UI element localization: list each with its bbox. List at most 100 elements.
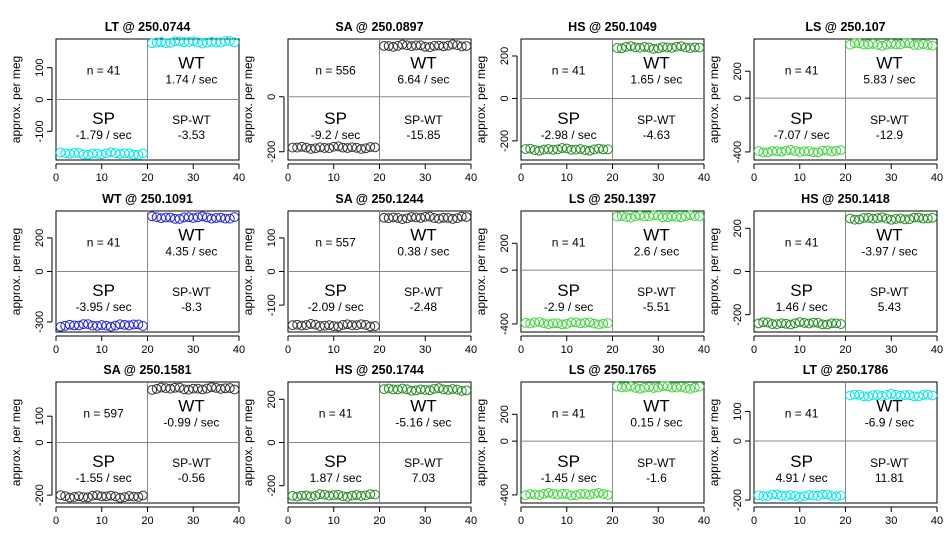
x-tick-label: 40: [233, 515, 245, 527]
n-label: n = 41: [785, 63, 819, 77]
wt-point: [694, 42, 705, 53]
sp-rate: 1.87 / sec: [310, 471, 362, 485]
panel-title: HS @ 250.1418: [801, 192, 890, 206]
y-tick-label: -200: [499, 130, 511, 152]
wt-point: [174, 214, 185, 224]
panel-title: SA @ 250.0897: [335, 20, 423, 34]
panel-title: LS @ 250.1397: [569, 192, 656, 206]
wt-point: [877, 390, 887, 401]
wt-point: [420, 211, 431, 222]
sp-point: [758, 147, 769, 158]
x-tick-label: 20: [373, 172, 385, 184]
panel-8: HS @ 250.1418 0 10 20 30 40 -200 0 200 approx. pe…: [707, 192, 943, 356]
wt-point: [147, 384, 157, 395]
wt-point: [197, 211, 208, 222]
wt-point: [849, 389, 860, 400]
panel-title: SA @ 250.1244: [335, 192, 423, 206]
wt-point: [667, 42, 677, 53]
wt-rate: 6.64 / sec: [397, 72, 449, 86]
panel-12: LT @ 250.1786 0 10 20 30 40 -200 0 100 approx. pe…: [707, 363, 943, 527]
y-tick-label: 100: [732, 402, 744, 420]
wt-point: [648, 43, 659, 54]
n-label: n = 557: [315, 235, 356, 249]
wt-point: [689, 211, 700, 221]
sp-label: SP: [324, 452, 347, 471]
x-tick-label: 0: [751, 344, 757, 356]
wt-point: [849, 214, 860, 225]
wt-point: [415, 213, 426, 223]
wt-label: WT: [643, 53, 669, 72]
y-tick-label: 0: [34, 96, 46, 102]
sp-point: [534, 317, 545, 327]
sp-point: [83, 492, 93, 503]
wt-point: [220, 383, 231, 394]
wt-point: [676, 41, 687, 52]
y-axis-label: approx. per meg: [9, 56, 23, 143]
y-tick-label: -200: [266, 141, 278, 163]
sp-point: [119, 148, 130, 159]
x-tick-label: 20: [606, 515, 618, 527]
sp-label: SP: [324, 109, 347, 128]
wt-point: [616, 43, 627, 54]
wt-point: [220, 36, 231, 46]
sp-point: [128, 319, 139, 330]
diff-value: 5.43: [878, 300, 902, 314]
diff-value: -4.63: [643, 128, 671, 142]
sp-point: [106, 490, 116, 501]
sp-point: [534, 490, 545, 500]
wt-point: [229, 384, 240, 395]
sp-point: [138, 321, 148, 331]
sp-point: [584, 317, 595, 328]
wt-rate: 4.35 / sec: [165, 244, 217, 258]
x-tick-label: 30: [419, 515, 431, 527]
sp-point: [347, 142, 357, 153]
wt-point: [388, 212, 399, 223]
wt-point: [886, 388, 897, 399]
wt-label: WT: [876, 396, 902, 415]
wt-point: [927, 390, 938, 401]
sp-rate: -1.45 / sec: [541, 471, 597, 485]
sp-point: [808, 147, 819, 158]
x-tick-label: 40: [698, 172, 710, 184]
wt-point: [685, 210, 696, 221]
x-tick-label: 40: [698, 344, 710, 356]
wt-point: [434, 383, 444, 394]
sp-point: [758, 491, 769, 502]
sp-point: [96, 320, 107, 330]
sp-point: [305, 491, 316, 502]
diff-label: SP-WT: [637, 456, 676, 470]
diff-label: SP-WT: [637, 113, 676, 127]
x-tick-label: 0: [285, 172, 291, 184]
wt-point: [863, 391, 874, 402]
panel-title: LT @ 250.1786: [803, 363, 889, 377]
wt-rate: 0.38 / sec: [397, 244, 449, 258]
sp-rate: -7.07 / sec: [774, 128, 830, 142]
sp-point: [365, 321, 376, 332]
y-tick-label: -200: [732, 489, 744, 511]
sp-point: [762, 147, 773, 158]
sp-point: [342, 491, 353, 502]
y-tick-label: 0: [732, 268, 744, 274]
diff-value: -1.6: [646, 471, 667, 485]
sp-point: [365, 489, 376, 499]
wt-point: [927, 212, 938, 223]
sp-rate: -2.9 / sec: [544, 300, 593, 314]
sp-point: [319, 143, 330, 153]
y-tick-label: -300: [34, 311, 46, 333]
y-axis-label: approx. per meg: [474, 56, 488, 143]
diff-value: -12.9: [876, 128, 904, 142]
x-tick-label: 0: [53, 515, 59, 527]
panel-9: SA @ 250.1581 0 10 20 30 40 -200 0 100 approx. pe…: [9, 363, 245, 527]
wt-point: [397, 39, 408, 50]
sp-point: [813, 147, 823, 158]
x-tick-label: 40: [233, 172, 245, 184]
n-label: n = 41: [87, 63, 121, 77]
wt-point: [689, 382, 700, 393]
y-tick-label: -200: [266, 475, 278, 497]
panel-title: LT @ 250.0744: [105, 20, 191, 34]
x-tick-label: 30: [885, 515, 897, 527]
wt-point: [411, 40, 422, 51]
sp-point: [808, 317, 819, 328]
diff-label: SP-WT: [172, 113, 211, 127]
sp-point: [831, 145, 842, 156]
